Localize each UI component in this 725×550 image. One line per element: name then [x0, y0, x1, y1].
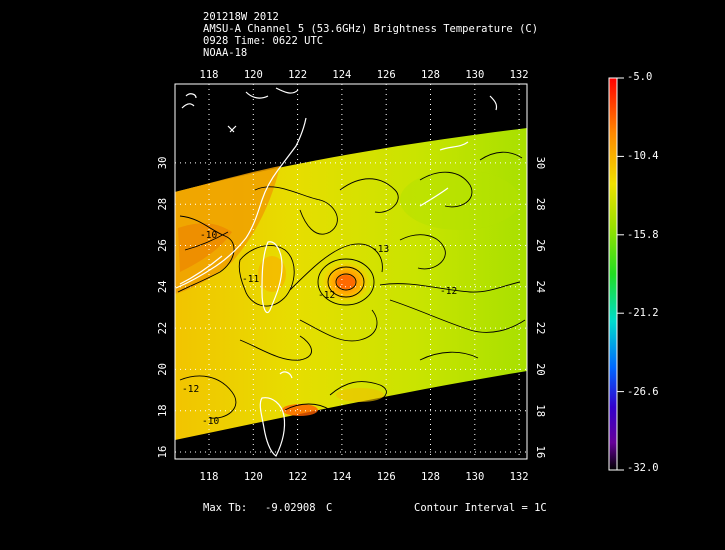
header-title: 201218W 2012	[203, 11, 279, 23]
lat-tick-label-right: 16	[534, 446, 546, 459]
contour-label: -10	[200, 230, 217, 241]
lon-tick-label-bottom: 130	[465, 471, 484, 483]
lat-tick-label-right: 30	[534, 157, 546, 170]
lon-tick-label-top: 118	[200, 69, 219, 81]
lat-tick-label-left: 30	[157, 157, 169, 170]
lat-tick-label-right: 28	[534, 198, 546, 211]
axis-ticks: 118 118 120 120 122 122 124 124 126 126 128 128 130 1…	[157, 69, 546, 483]
lon-tick-label-top: 132	[510, 69, 529, 81]
colorbar-ticks	[617, 77, 624, 471]
contour-label: -13	[372, 244, 389, 255]
contour-label-group: -10 -11 -13 -12 -12 -12 -10	[182, 230, 457, 427]
colorbar	[608, 77, 618, 471]
lon-tick-label-bottom: 118	[200, 471, 219, 483]
swath-layer	[175, 128, 527, 440]
colorbar-label: -5.0	[627, 71, 653, 83]
lat-tick-label-right: 22	[534, 322, 546, 335]
contour-label: -10	[202, 416, 219, 427]
header-time: 0928 Time: 0622 UTC	[203, 35, 324, 47]
lat-tick-label-left: 24	[157, 280, 169, 293]
lon-tick-label-top: 124	[332, 69, 351, 81]
lat-tick-label-left: 18	[157, 404, 169, 417]
header-satellite: NOAA-18	[203, 47, 248, 59]
contour-lines	[177, 151, 526, 419]
lat-lon-grid	[175, 84, 527, 459]
max-tb-label: Max Tb:	[203, 502, 248, 514]
plot-frame	[174, 83, 528, 460]
contour-interval: Contour Interval = 1C	[414, 502, 547, 514]
contour-label: -12	[182, 384, 199, 395]
lon-tick-label-bottom: 124	[332, 471, 351, 483]
lon-tick-label-top: 130	[465, 69, 484, 81]
coastlines	[175, 87, 498, 457]
max-tb-value: -9.02908	[265, 502, 316, 514]
lat-tick-label-left: 16	[157, 446, 169, 459]
lat-tick-label-right: 18	[534, 404, 546, 417]
colorbar-label: -26.6	[627, 386, 659, 398]
colorbar-label: -32.0	[627, 462, 659, 474]
lon-tick-label-bottom: 120	[244, 471, 263, 483]
lon-tick-label-bottom: 126	[377, 471, 396, 483]
lon-tick-label-bottom: 128	[421, 471, 440, 483]
lat-tick-label-left: 28	[157, 198, 169, 211]
contour-label: -12	[440, 286, 457, 297]
lon-tick-label-top: 120	[244, 69, 263, 81]
contour-label: -12	[318, 290, 335, 301]
colorbar-label: -21.2	[627, 307, 659, 319]
header-product: AMSU-A Channel 5 (53.6GHz) Brightness Te…	[203, 23, 539, 35]
lon-tick-label-top: 126	[377, 69, 396, 81]
lat-tick-label-right: 26	[534, 239, 546, 252]
lat-tick-label-right: 20	[534, 363, 546, 376]
colorbar-label: -15.8	[627, 229, 659, 241]
lat-tick-label-left: 22	[157, 322, 169, 335]
lat-tick-label-right: 24	[534, 280, 546, 293]
max-tb-unit: C	[326, 502, 333, 514]
lat-tick-label-left: 20	[157, 363, 169, 376]
lon-tick-label-bottom: 122	[288, 471, 307, 483]
lon-tick-label-top: 128	[421, 69, 440, 81]
lon-tick-label-top: 122	[288, 69, 307, 81]
contour-label: -11	[242, 274, 259, 285]
lat-tick-label-left: 26	[157, 239, 169, 252]
colorbar-label: -10.4	[627, 150, 659, 162]
lon-tick-label-bottom: 132	[510, 471, 529, 483]
